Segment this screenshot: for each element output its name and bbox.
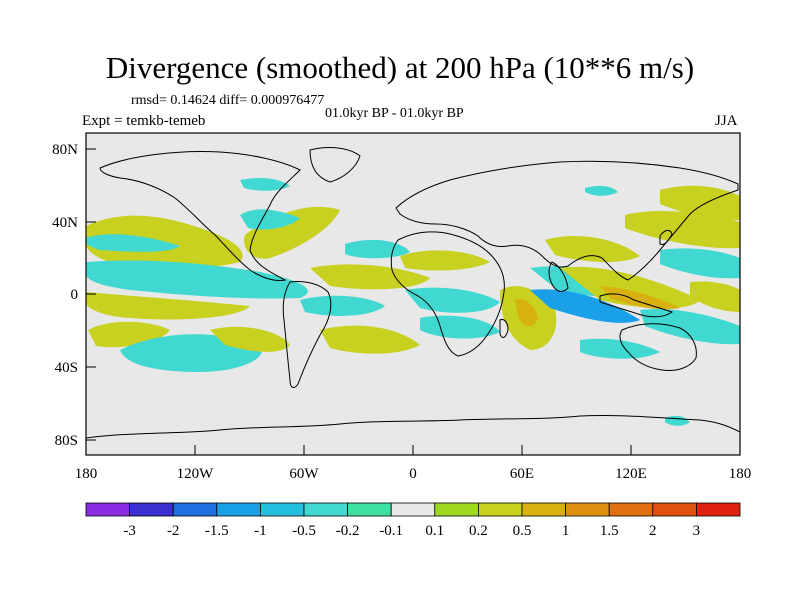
- colorbar-swatch: [521, 502, 566, 517]
- field-patch: [300, 295, 385, 316]
- colorbar-label: 3: [693, 523, 701, 539]
- field-patch: [660, 185, 740, 221]
- coastline-eurasia: [395, 160, 739, 281]
- lon-label-120e: 120E: [615, 466, 647, 482]
- colorbar-label: 1.5: [600, 523, 619, 539]
- lat-label-80n: 80N: [52, 142, 78, 158]
- colorbar-swatch: [565, 502, 610, 517]
- field-patch: [515, 299, 538, 327]
- colorbar-swatch: [347, 502, 392, 517]
- lon-label-120w: 120W: [177, 466, 215, 482]
- lat-label-0: 0: [71, 287, 79, 303]
- colorbar-label: -0.1: [379, 523, 403, 539]
- colorbar-label: -2: [167, 523, 180, 539]
- lon-label-60e: 60E: [510, 466, 534, 482]
- field-patch: [210, 326, 290, 352]
- colorbar-swatch: [434, 502, 479, 517]
- coastline-madagascar: [499, 319, 509, 338]
- coastline-indonesia: [599, 293, 674, 318]
- lon-label-0: 0: [409, 466, 417, 482]
- coastline-australia: [619, 323, 697, 371]
- lat-label-40n: 40N: [52, 215, 78, 231]
- field-patch: [86, 292, 250, 320]
- colorbar-swatch: [608, 502, 654, 517]
- field-patch: [585, 185, 618, 196]
- colorbar-swatch: [696, 502, 741, 517]
- field-patch: [580, 338, 660, 359]
- colorbar-swatch: [390, 502, 436, 517]
- lon-ticks: [194, 445, 632, 455]
- colorbar-label: 0.2: [469, 523, 488, 539]
- coastlines: [86, 147, 740, 439]
- field-patch: [640, 308, 740, 345]
- colorbar: -3 -2 -1.5 -1 -0.5 -0.2 -0.1 0.1 0.2 0.5 1 1.5 2 3: [85, 502, 741, 539]
- colorbar-label: 2: [649, 523, 657, 539]
- divergence-field: [86, 178, 740, 426]
- field-patch: [560, 266, 700, 309]
- coastline-africa: [390, 231, 505, 357]
- field-patch: [660, 248, 740, 279]
- field-patch: [545, 235, 640, 263]
- colorbar-swatch: [216, 502, 261, 517]
- coastline-india: [548, 261, 569, 292]
- field-patch: [625, 211, 740, 249]
- field-patch: [86, 234, 180, 252]
- field-patch: [690, 281, 740, 312]
- colorbar-label: -0.2: [336, 523, 360, 539]
- coastline-greenland: [309, 147, 361, 183]
- colorbar-label: 0.1: [425, 523, 444, 539]
- colorbar-label: -1: [254, 523, 267, 539]
- season-label: JJA: [715, 113, 738, 129]
- experiment-label: Expt = temkb-temeb: [82, 113, 206, 129]
- colorbar-swatch: [85, 502, 130, 517]
- field-patch: [244, 206, 340, 259]
- lon-label-180w: 180: [75, 466, 98, 482]
- field-patch: [240, 209, 300, 230]
- coastline-antarctica: [86, 414, 740, 439]
- colorbar-label: 0.5: [513, 523, 532, 539]
- field-patch: [345, 239, 410, 259]
- period-text: 01.0kyr BP - 01.0kyr BP: [325, 106, 464, 121]
- colorbar-label: -3: [123, 523, 136, 539]
- colorbar-label: -1.5: [205, 523, 229, 539]
- field-patch: [320, 325, 420, 354]
- colorbar-swatch: [129, 502, 174, 517]
- field-patch: [530, 289, 640, 323]
- coastline-south-america: [282, 281, 332, 388]
- colorbar-swatch: [303, 502, 348, 517]
- colorbar-swatch: [172, 502, 218, 517]
- field-patch: [600, 286, 680, 310]
- colorbar-label: -0.5: [292, 523, 316, 539]
- field-patch: [240, 178, 290, 191]
- stats-text: rmsd= 0.14624 diff= 0.000976477: [131, 93, 325, 108]
- plot-title: Divergence (smoothed) at 200 hPa (10**6 …: [105, 50, 695, 85]
- lon-label-180e: 180: [729, 466, 752, 482]
- colorbar-swatch: [652, 502, 697, 517]
- coastline-north-america: [99, 151, 301, 281]
- field-patch: [405, 287, 500, 313]
- field-patch: [86, 260, 308, 299]
- colorbar-label: 1: [562, 523, 570, 539]
- field-patch: [400, 250, 490, 271]
- lat-label-40s: 40S: [55, 360, 78, 376]
- lat-ticks: [86, 148, 96, 441]
- coastline-japan: [659, 229, 673, 245]
- lat-label-80s: 80S: [55, 433, 78, 449]
- colorbar-swatch: [477, 502, 523, 517]
- lon-label-60w: 60W: [289, 466, 319, 482]
- colorbar-swatch: [259, 502, 305, 517]
- field-patch: [420, 315, 500, 339]
